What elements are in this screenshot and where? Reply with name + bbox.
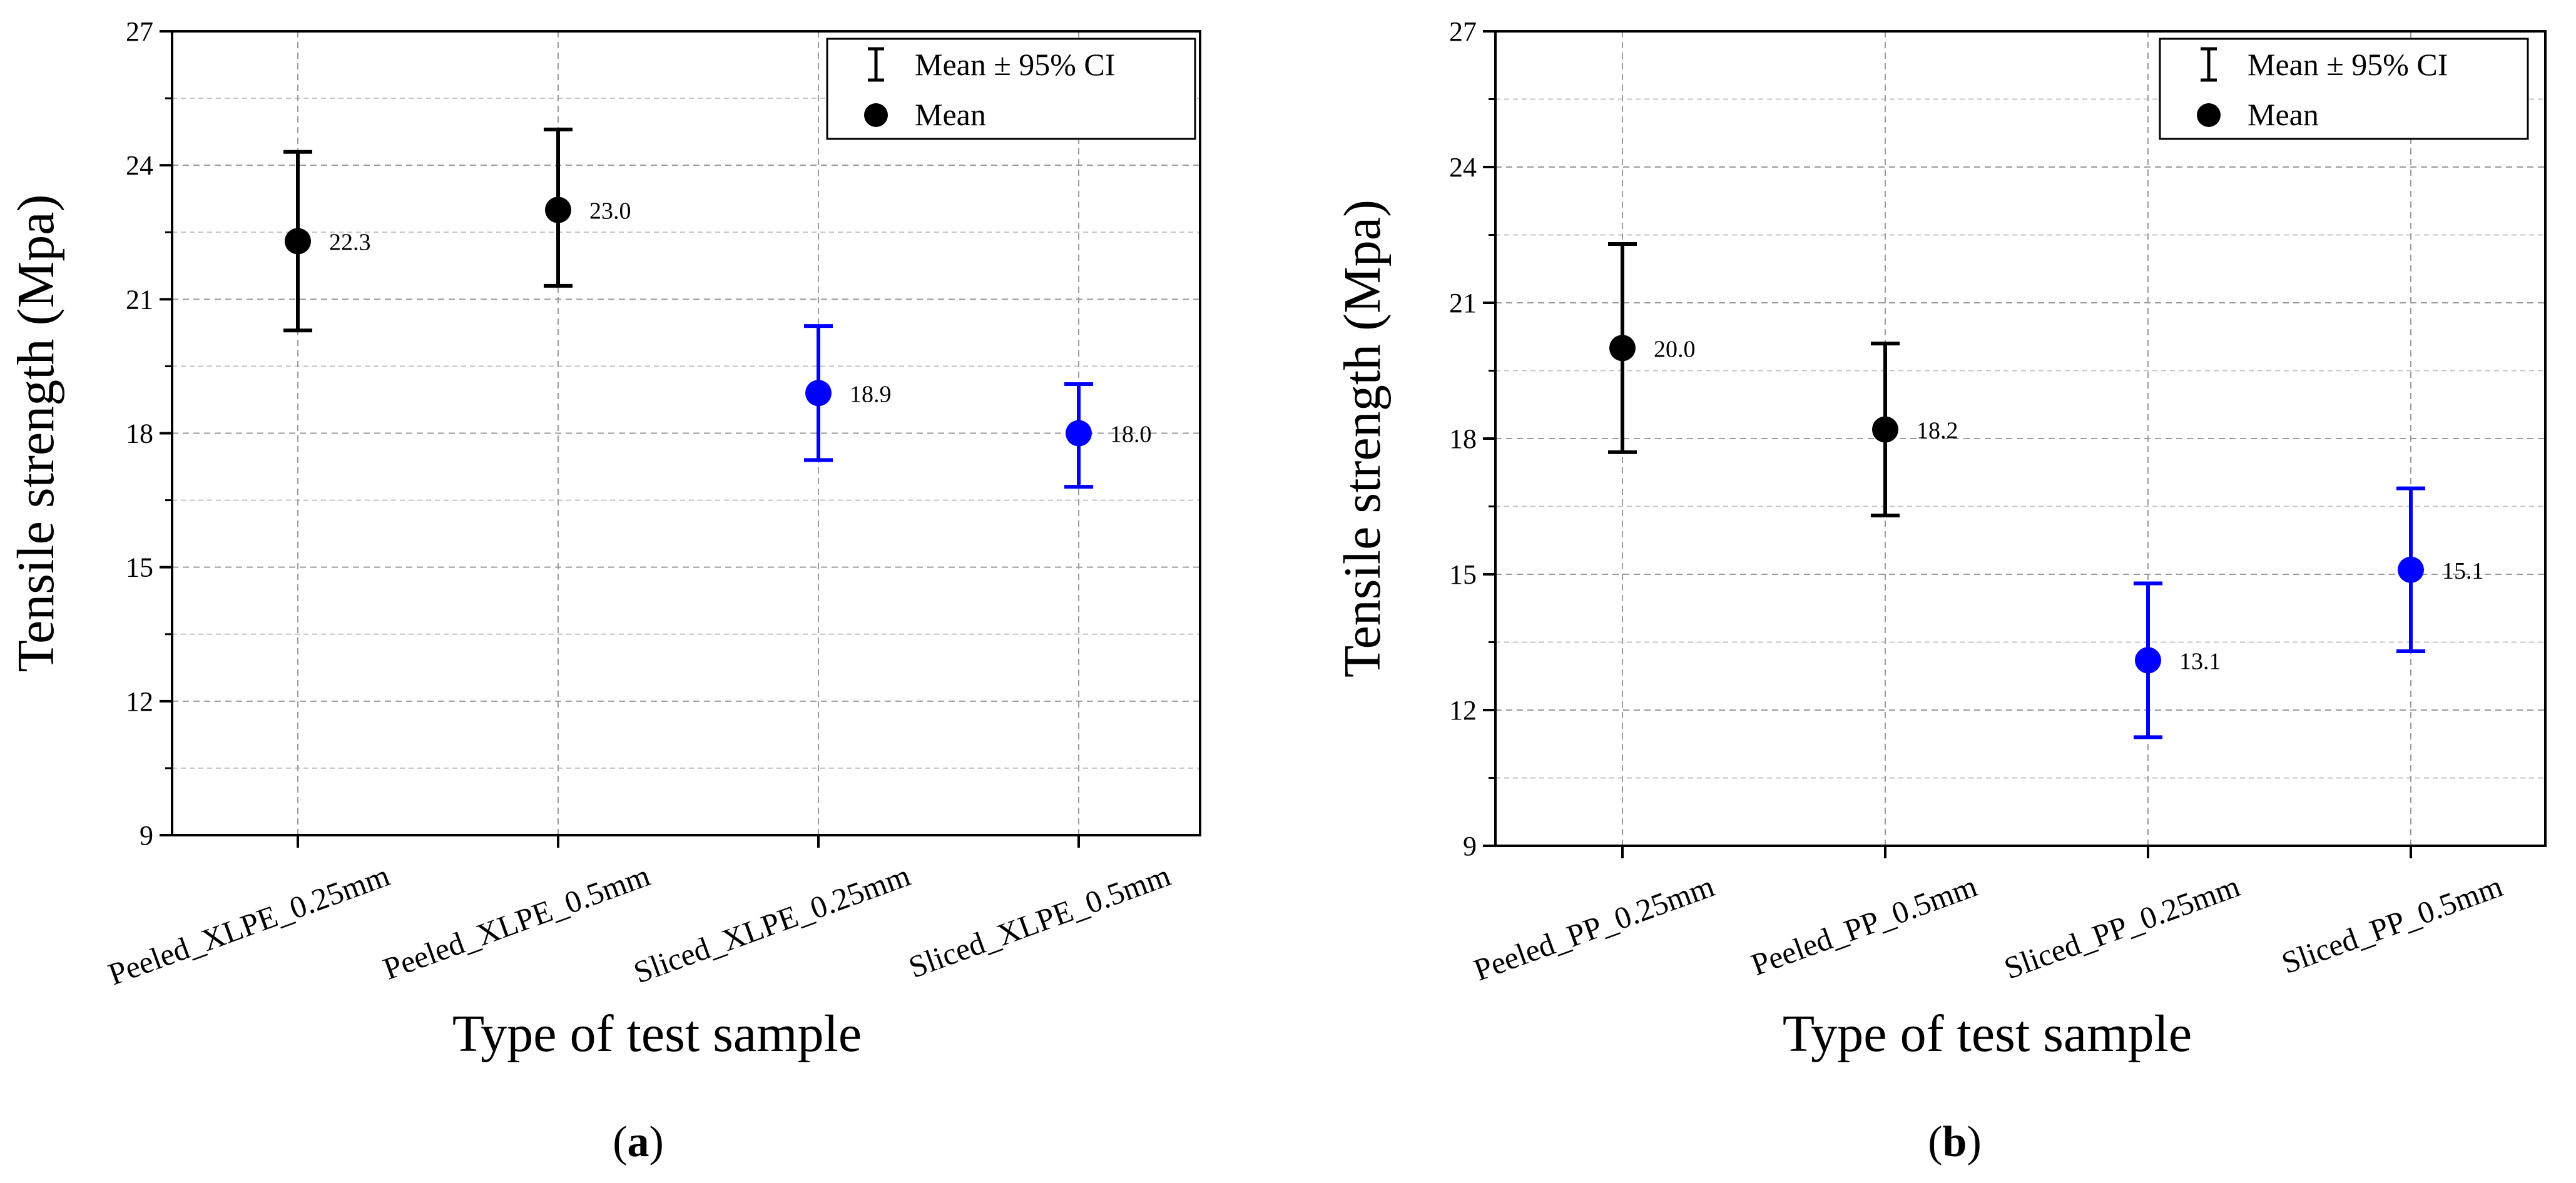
legend-box [826,38,1196,140]
data-label: 15.1 [2442,558,2484,584]
y-tick-label: 9 [1463,831,1477,861]
panel-letter: b [1943,1118,1967,1166]
legend-label: Mean [2248,97,2319,132]
x-axis-title: Type of test sample [1783,1005,2192,1063]
x-axis-title: Type of test sample [452,1005,862,1063]
panel-label: (b) [1928,1118,1982,1166]
y-axis-title: Tensile strength (Mpa) [1333,200,1392,678]
data-label: 13.1 [2179,648,2221,674]
y-tick-label: 27 [1449,16,1477,47]
data-label: 18.2 [1917,418,1958,444]
y-tick-label: 12 [126,686,153,717]
y-tick-label: 24 [1449,152,1477,183]
x-tick-label: Peeled_XLPE_0.5mm [379,858,654,987]
legend-label: Mean [915,97,986,132]
y-tick-label: 21 [1449,288,1477,318]
data-label: 20.0 [1654,336,1696,362]
x-tick-label: Peeled_PP_0.5mm [1746,868,1982,982]
data-label: 18.0 [1110,422,1152,448]
mean-marker [2135,647,2161,674]
mean-marker [285,228,311,255]
mean-marker [1872,416,1898,443]
y-tick-label: 15 [1449,559,1477,590]
mean-marker [1609,335,1636,362]
mean-marker [805,380,832,407]
y-tick-label: 12 [1449,695,1477,726]
panel-letter: a [628,1118,649,1166]
y-tick-label: 27 [126,16,153,47]
chart-panel-a: 9 12 15 18 21 24 27 Peeled_XLPE_0.25mmPeeled_XL… [7,16,1201,1166]
x-tick-label: Peeled_XLPE_0.25mm [104,858,394,992]
x-tick-label: Sliced_PP_0.25mm [2000,868,2244,986]
x-tick-label: Sliced_PP_0.5mm [2277,868,2507,981]
legend-mean-symbol [2197,103,2221,127]
y-tick-label: 18 [1449,424,1477,454]
data-label: 18.9 [850,381,892,407]
mean-marker [1066,420,1092,447]
x-tick-label: Sliced_XLPE_0.5mm [904,858,1175,985]
data-label: 23.0 [589,198,631,225]
legend-label: Mean ± 95% CI [2248,47,2448,82]
y-axis-title: Tensile strength (Mpa) [7,195,65,673]
mean-marker [545,196,571,223]
data-label: 22.3 [329,230,371,256]
y-tick-label: 15 [126,552,153,583]
legend-box [2159,38,2529,140]
legend-mean-symbol [864,103,888,127]
legend: Mean ± 95% CI Mean [826,38,1196,140]
y-tick-label: 24 [126,150,153,181]
mean-marker [2398,556,2424,583]
y-tick-label: 21 [126,284,153,315]
x-tick-label: Peeled_PP_0.25mm [1469,868,1719,988]
y-tick-label: 9 [140,820,153,851]
legend-label: Mean ± 95% CI [915,47,1115,82]
y-tick-label: 18 [126,419,153,449]
panel-label: (a) [613,1118,664,1166]
x-tick-label: Sliced_XLPE_0.25mm [629,858,914,990]
legend: Mean ± 95% CI Mean [2159,38,2529,140]
chart-panel-b: 9 12 15 18 21 24 27 Peeled_PP_0.25mm Peeled_PP_0… [1333,16,2547,1166]
